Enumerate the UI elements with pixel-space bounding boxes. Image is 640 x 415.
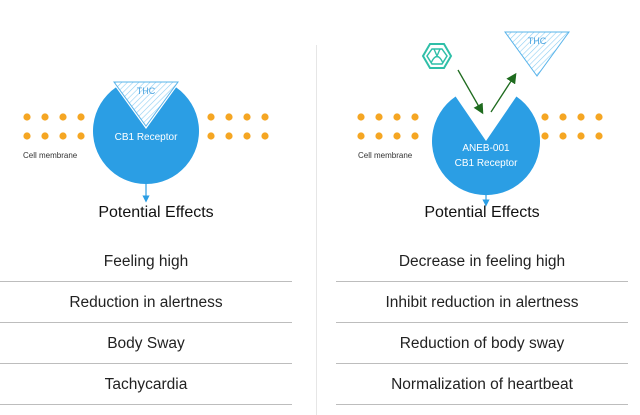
right-membrane-label: Cell membrane xyxy=(358,151,413,160)
right-thc-triangle xyxy=(504,31,570,77)
aneb-binding-arrow xyxy=(457,69,484,115)
right-effect-item: Normalization of heartbeat xyxy=(336,364,628,405)
right-receptor-label-line2: CB1 Receptor xyxy=(454,158,518,169)
left-effects-list: Feeling high Reduction in alertness Body… xyxy=(0,241,292,405)
left-membrane-label: Cell membrane xyxy=(23,151,78,160)
right-effects-title: Potential Effects xyxy=(424,204,540,221)
left-thc-triangle xyxy=(113,81,179,127)
right-receptor-label-line1: ANEB-001 xyxy=(462,143,510,154)
left-cb1-receptor-shape xyxy=(93,87,199,185)
left-effect-item: Tachycardia xyxy=(0,364,292,405)
right-cb1-receptor-shape xyxy=(432,96,540,196)
left-effect-item: Feeling high xyxy=(0,241,292,282)
right-effect-item: Inhibit reduction in alertness xyxy=(336,282,628,323)
right-thc-label: THC xyxy=(527,36,547,46)
left-effect-item: Reduction in alertness xyxy=(0,282,292,323)
right-effect-item: Reduction of body sway xyxy=(336,323,628,364)
left-thc-label: THC xyxy=(136,86,156,96)
aneb-001-molecule-icon xyxy=(421,43,453,69)
panel-divider xyxy=(316,45,317,415)
left-effect-item: Body Sway xyxy=(0,323,292,364)
right-effects-list: Decrease in feeling high Inhibit reducti… xyxy=(336,241,628,405)
left-receptor-label: CB1 Receptor xyxy=(114,132,178,143)
thc-displacement-arrow xyxy=(490,72,517,113)
left-effects-title: Potential Effects xyxy=(98,204,214,221)
left-membrane-dots xyxy=(23,113,269,140)
right-effect-item: Decrease in feeling high xyxy=(336,241,628,282)
right-membrane-dots xyxy=(357,113,603,140)
